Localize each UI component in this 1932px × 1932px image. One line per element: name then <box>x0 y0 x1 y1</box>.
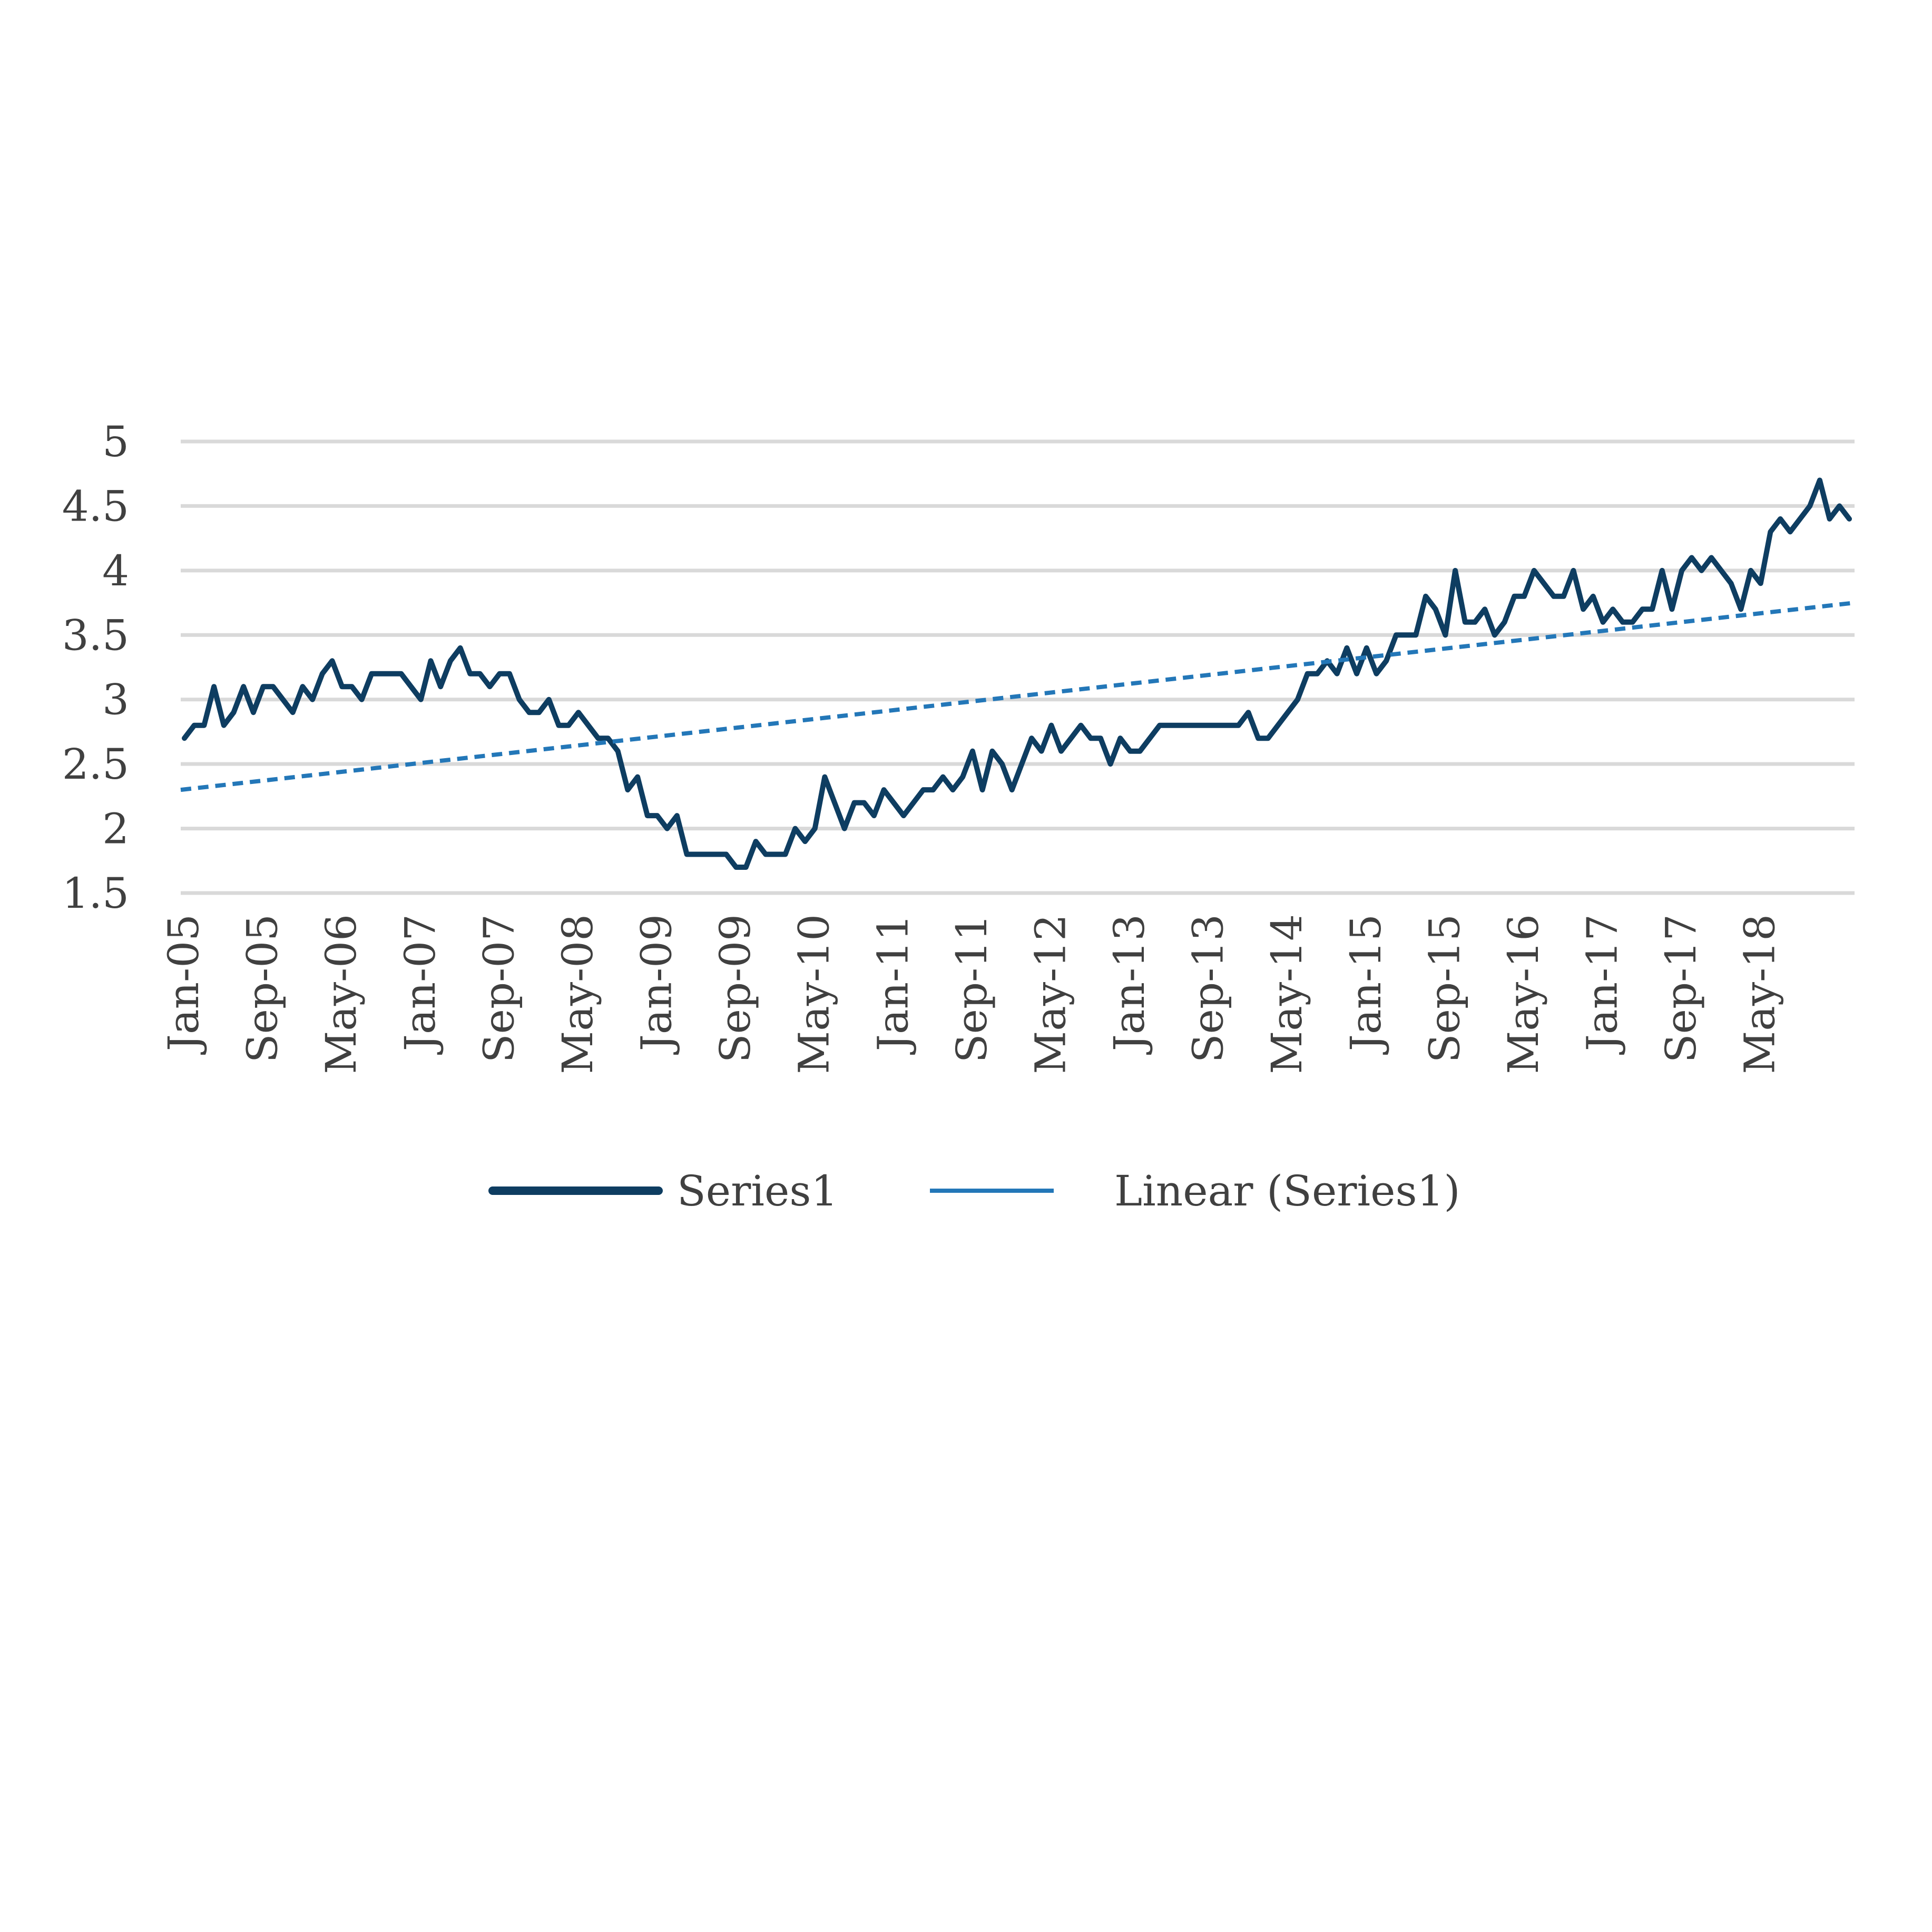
x-tick-label: Sep-11 <box>947 914 996 1063</box>
x-tick-label: Sep-15 <box>1420 914 1469 1063</box>
x-tick-label: Sep-07 <box>474 914 523 1063</box>
series1-line <box>182 477 1852 870</box>
x-tick-label: Jan-11 <box>868 914 917 1055</box>
y-tick-label: 4 <box>102 546 129 595</box>
x-tick-label: Jan-15 <box>1341 914 1390 1055</box>
y-tick-label: 3 <box>102 675 129 724</box>
y-tick-label: 2 <box>102 805 129 854</box>
x-tick-label: May-14 <box>1262 914 1311 1074</box>
x-tick-label: Jan-09 <box>632 914 681 1055</box>
x-tick-label: May-18 <box>1735 914 1784 1074</box>
x-tick-label: May-08 <box>553 914 602 1074</box>
x-tick-label: Jan-17 <box>1578 914 1627 1055</box>
x-tick-label: Jan-07 <box>396 914 445 1055</box>
x-tick-label: Sep-17 <box>1656 914 1705 1063</box>
x-tick-label: May-12 <box>1026 914 1075 1074</box>
y-tick-label: 1.5 <box>62 869 129 918</box>
x-tick-label: May-10 <box>790 914 839 1074</box>
legend-label-linear-series1: Linear (Series1) <box>1114 1166 1460 1215</box>
series-layer <box>180 477 1855 870</box>
y-tick-label: 2.5 <box>62 740 129 789</box>
legend-label-series1: Series1 <box>677 1166 838 1215</box>
x-tick-label: Sep-13 <box>1184 914 1233 1063</box>
y-tick-label: 3.5 <box>62 611 129 660</box>
x-tick-label: Jan-13 <box>1105 914 1154 1055</box>
x-tick-label: Sep-09 <box>711 914 760 1063</box>
legend: Series1 Linear (Series1) <box>488 1166 1460 1215</box>
x-tick-label: Sep-05 <box>238 914 287 1063</box>
y-tick-label: 4.5 <box>62 482 129 531</box>
linear-trendline <box>180 601 1855 792</box>
y-tick-label: 5 <box>102 417 129 466</box>
y-axis-ticks: 5 4.5 4 3.5 3 2.5 2 1.5 <box>62 417 129 918</box>
x-tick-label: May-16 <box>1499 914 1548 1074</box>
x-tick-label: May-06 <box>317 914 366 1074</box>
x-axis-ticks: Jan-05 Sep-05 May-06 Jan-07 Sep-07 May-08 Jan-… <box>159 914 1784 1074</box>
gridlines <box>181 439 1855 895</box>
x-tick-label: Jan-05 <box>159 914 208 1055</box>
